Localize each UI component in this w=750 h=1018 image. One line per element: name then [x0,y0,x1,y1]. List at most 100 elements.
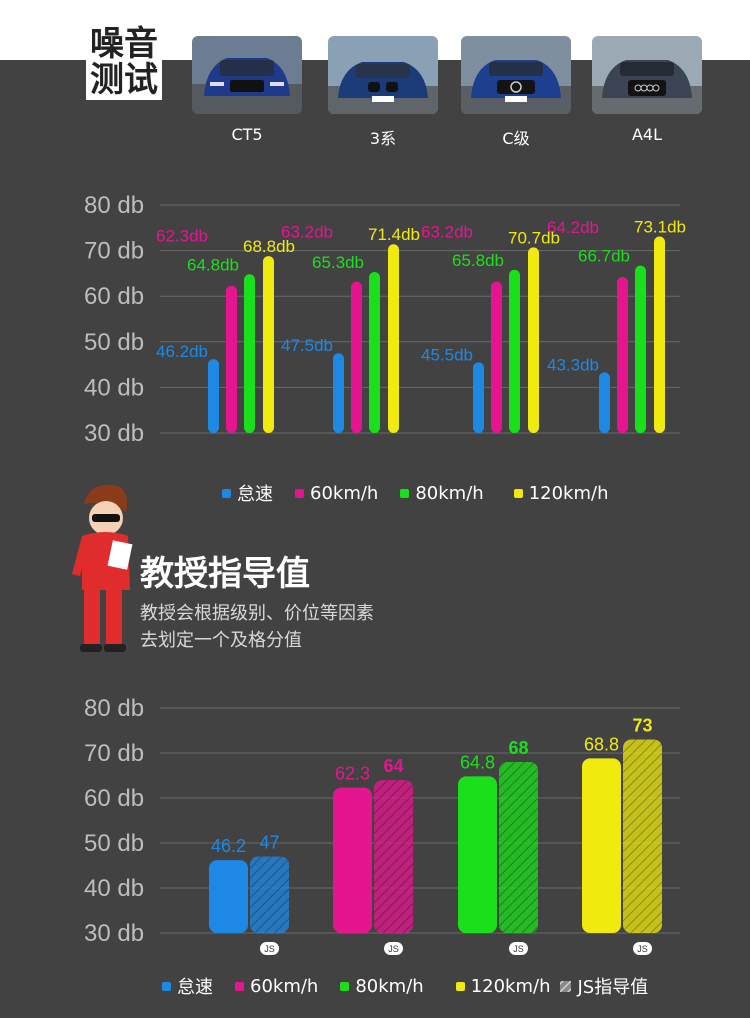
data-label-80kmh-3: 66.7db [578,247,630,266]
js-badge-icon: JS [633,942,652,955]
y-tick-label: 40 db [84,374,144,401]
legend2-swatch-120 [455,981,465,991]
legend2-swatch-idle [162,981,171,991]
legend-label-60: 60km/h [310,482,379,504]
bar-measured-idle [209,860,248,933]
data-label-60kmh-3: 64.2db [547,218,599,237]
bar-80kmh-3 [635,265,646,433]
legend-item-idle: 怠速 [222,480,273,506]
y-tick-label: 50 db [84,830,144,857]
bar-120kmh-2 [528,247,539,433]
bar-80kmh-1 [369,272,380,433]
legend2-item-idle: 怠速 [162,973,213,999]
group-80kmh: 64.8 68 JS [458,738,538,955]
bar-idle-2 [473,362,484,433]
car-image-cclass [461,36,571,114]
bar-idle-0 [208,359,219,433]
js-badge-icon: JS [260,942,279,955]
js-badge-text: JS [388,944,399,954]
bar-idle-3 [599,372,610,433]
car-image-a4l [592,36,702,114]
guide-chart-legend: 怠速 60km/h 80km/h 120km/h JS指导值 [162,973,648,999]
y-axis-ticks: 80 db 70 db 60 db 50 db 40 db 30 db [84,695,144,947]
legend-swatch-80 [400,488,410,498]
y-tick-label: 80 db [84,192,144,219]
guide-label-idle: 47 [259,833,279,853]
bar-guide-80kmh [499,762,538,933]
data-label-idle-2: 45.5db [421,345,473,364]
data-label-120kmh-0: 68.8db [243,237,295,256]
js-badge-text: JS [637,944,648,954]
y-tick-label: 70 db [84,238,144,265]
car-label-3series: 3系 [369,129,397,148]
y-tick-label: 50 db [84,329,144,356]
bar-80kmh-2 [509,269,520,433]
data-label-120kmh-2: 70.7db [508,228,560,247]
section-desc-line-2: 去划定一个及格分值 [140,630,302,651]
bar-60kmh-2 [491,281,502,433]
measured-label-idle: 46.2 [211,836,246,856]
legend2-label-idle: 怠速 [177,977,213,998]
legend-item-80: 80km/h [400,482,484,504]
guide-label-120kmh: 73 [632,716,652,736]
y-tick-label: 60 db [84,283,144,310]
data-label-80kmh-2: 65.8db [452,251,504,270]
legend2-swatch-guide [560,980,572,992]
bar-60kmh-3 [617,277,628,433]
bar-measured-60kmh [333,787,372,933]
legend-label-120: 120km/h [528,482,609,504]
y-axis-ticks: 80 db 70 db 60 db 50 db 40 db 30 db [84,192,144,447]
section-title: 教授指导值 [140,554,310,594]
guide-label-80kmh: 68 [508,738,528,758]
car-label-ct5: CT5 [231,125,263,144]
title-line-1: 噪音 [90,24,158,64]
bar-measured-120kmh [582,758,621,933]
legend2-label-60: 60km/h [250,975,319,997]
js-badge-bg [260,942,279,955]
js-badge-icon: JS [509,942,528,955]
data-label-idle-3: 43.3db [547,355,599,374]
professor-mascot-icon [72,484,133,652]
bar-80kmh-0 [244,274,255,433]
legend-swatch-idle [222,488,231,498]
series-120kmh: 68.8db 71.4db 70.7db 73.1db [243,217,686,433]
legend-swatch-120 [513,488,523,498]
car-image-ct5 [192,36,302,114]
group-60kmh: 62.3 64 JS [333,756,413,955]
series-60kmh: 62.3db 63.2db 63.2db 64.2db [156,218,628,433]
noise-chart-legend: 怠速 60km/h 80km/h 120km/h [222,480,608,506]
legend2-swatch-80 [340,981,350,991]
y-tick-label: 30 db [84,920,144,947]
legend2-label-80: 80km/h [355,975,424,997]
js-badge-text: JS [264,944,275,954]
bar-guide-idle [250,856,289,933]
y-tick-label: 70 db [84,740,144,767]
legend2-item-120: 120km/h [455,975,551,997]
legend2-item-60: 60km/h [235,976,318,997]
data-label-60kmh-1: 63.2db [281,223,333,242]
bar-120kmh-1 [388,244,399,433]
legend2-label-120: 120km/h [470,975,551,997]
data-label-idle-1: 47.5db [281,336,333,355]
legend-item-120: 120km/h [513,482,609,504]
data-label-60kmh-2: 63.2db [421,223,473,242]
bar-60kmh-0 [226,285,237,433]
bar-guide-120kmh [623,739,662,933]
section-description: 教授会根据级别、价位等因素 去划定一个及格分值 [140,600,460,654]
legend2-swatch-60 [235,981,244,991]
guide-label-60kmh: 64 [383,756,403,776]
section-desc-line-1: 教授会根据级别、价位等因素 [140,603,374,624]
bar-120kmh-0 [263,256,274,433]
y-tick-label: 40 db [84,875,144,902]
legend-label-idle: 怠速 [237,484,273,505]
legend-swatch-60 [295,488,304,498]
js-badge-icon: JS [384,942,403,955]
group-120kmh: 68.8 73 JS [582,716,662,955]
measured-label-60kmh: 62.3 [335,764,370,784]
legend2-item-80: 80km/h [340,975,424,997]
legend2-item-guide: JS指导值 [560,973,648,999]
legend-item-60: 60km/h [295,483,378,504]
page-title: 噪音 测试 [86,22,162,100]
legend-label-80: 80km/h [415,482,484,504]
